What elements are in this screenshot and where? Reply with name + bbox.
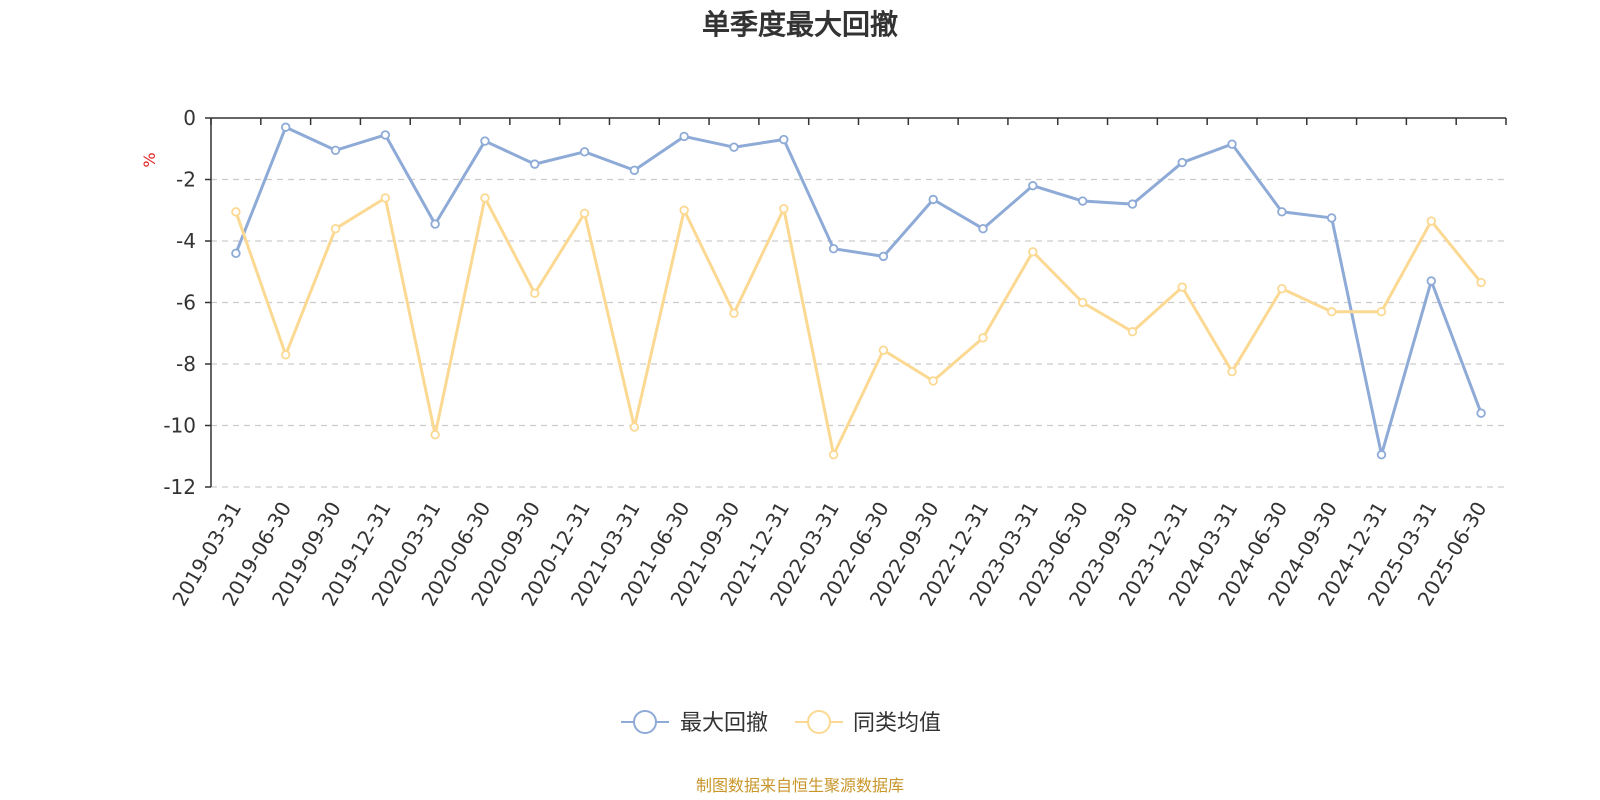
legend-item-0[interactable]: 最大回撤	[621, 710, 768, 736]
data-point[interactable]	[579, 147, 590, 157]
y-tick-label: 0	[183, 106, 196, 130]
data-point[interactable]	[1326, 307, 1337, 317]
data-point[interactable]	[1376, 450, 1387, 460]
data-point[interactable]	[629, 165, 640, 175]
data-point[interactable]	[1127, 199, 1138, 209]
data-point[interactable]	[1476, 277, 1486, 288]
y-tick-label: -10	[163, 414, 196, 438]
data-point[interactable]	[430, 430, 440, 440]
data-point[interactable]	[1177, 157, 1187, 168]
data-point[interactable]	[1028, 180, 1038, 191]
legend-label: 最大回撤	[680, 711, 768, 736]
axis-layer: 0-2-4-6-8-10-122019-03-312019-06-302019-…	[163, 106, 1507, 610]
data-point[interactable]	[679, 131, 689, 142]
data-point[interactable]	[231, 248, 241, 258]
data-point[interactable]	[779, 204, 789, 214]
data-point[interactable]	[679, 205, 689, 215]
data-point[interactable]	[480, 136, 490, 146]
data-point[interactable]	[1028, 247, 1038, 257]
data-point[interactable]	[828, 243, 839, 254]
data-point[interactable]	[1426, 216, 1436, 226]
y-tick-label: -4	[176, 229, 196, 253]
data-point[interactable]	[729, 142, 739, 152]
data-point[interactable]	[729, 308, 739, 318]
data-point[interactable]	[1426, 276, 1436, 286]
source-note: 制图数据来自恒生聚源数据库	[696, 776, 904, 795]
data-point[interactable]	[1277, 283, 1287, 294]
legend-label: 同类均值	[853, 711, 941, 736]
data-point[interactable]	[1476, 408, 1486, 418]
data-point[interactable]	[978, 333, 988, 343]
data-point[interactable]	[380, 130, 391, 140]
data-point[interactable]	[579, 208, 590, 219]
data-point[interactable]	[1326, 213, 1337, 223]
data-point[interactable]	[1227, 366, 1237, 377]
data-point[interactable]	[1177, 282, 1187, 292]
data-point[interactable]	[978, 223, 988, 234]
chart-title: 单季度最大回撤	[702, 8, 898, 41]
series-line-0	[234, 125, 1483, 457]
y-axis-unit: %	[140, 152, 159, 167]
data-point[interactable]	[928, 194, 938, 205]
data-point[interactable]	[1376, 307, 1387, 317]
y-tick-label: -12	[163, 475, 196, 499]
data-point[interactable]	[928, 376, 938, 386]
series-layer	[231, 122, 1486, 460]
y-tick-label: -6	[176, 291, 196, 315]
y-tick-label: -8	[176, 352, 196, 376]
data-point[interactable]	[629, 422, 640, 432]
data-point[interactable]	[1127, 327, 1138, 337]
legend-marker	[633, 710, 657, 734]
data-point[interactable]	[380, 193, 391, 203]
y-tick-label: -2	[176, 168, 196, 192]
data-point[interactable]	[480, 193, 490, 203]
data-point[interactable]	[430, 219, 440, 229]
data-point[interactable]	[1077, 297, 1088, 308]
data-point[interactable]	[530, 288, 540, 298]
data-point[interactable]	[1277, 207, 1287, 217]
data-point[interactable]	[1227, 139, 1237, 149]
legend-item-1[interactable]: 同类均值	[795, 710, 941, 736]
legend-marker	[807, 710, 831, 734]
data-point[interactable]	[779, 134, 789, 145]
data-point[interactable]	[330, 145, 341, 155]
data-point[interactable]	[1077, 196, 1088, 206]
data-point[interactable]	[878, 345, 889, 355]
data-point[interactable]	[878, 251, 889, 262]
data-point[interactable]	[330, 223, 341, 234]
data-point[interactable]	[281, 122, 291, 132]
series-line-1	[234, 196, 1483, 457]
data-point[interactable]	[281, 350, 291, 360]
data-point[interactable]	[530, 159, 540, 169]
data-point[interactable]	[828, 450, 839, 460]
legend[interactable]: 最大回撤 同类均值	[621, 710, 941, 736]
grid-layer	[211, 178, 1506, 488]
data-point[interactable]	[231, 207, 241, 217]
